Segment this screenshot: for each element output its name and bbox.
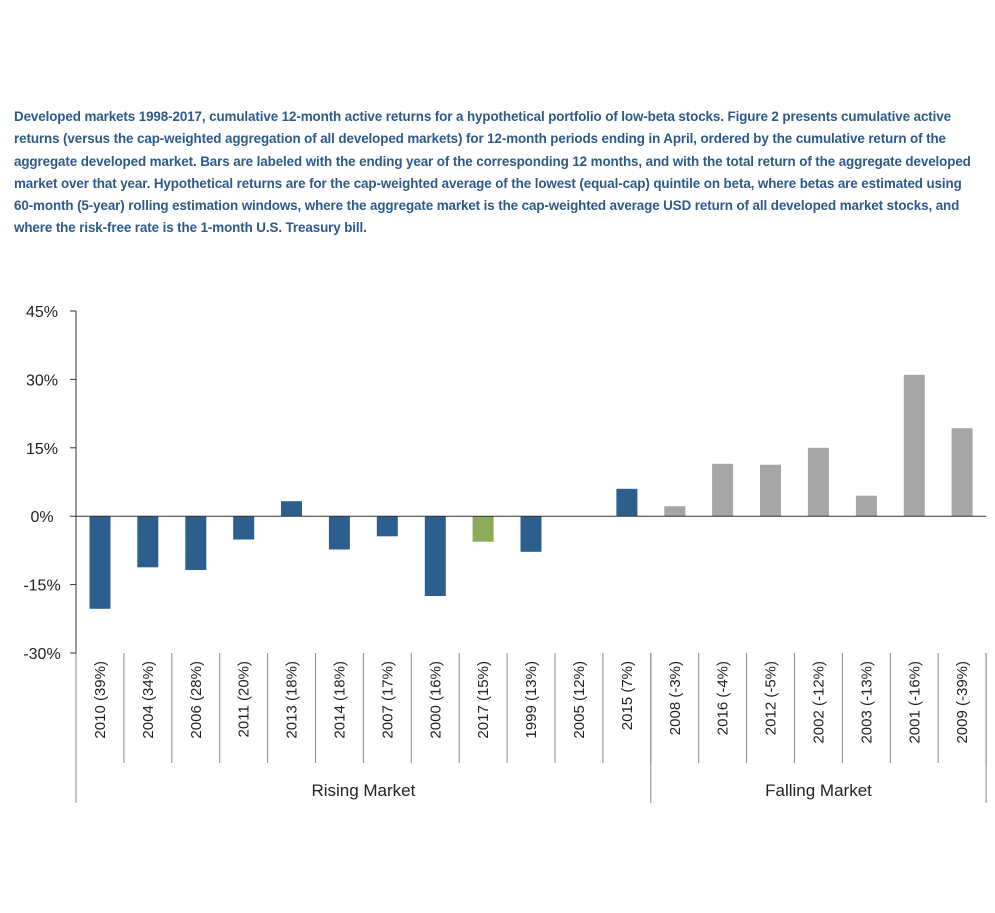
bar	[89, 516, 111, 609]
y-tick-label: -15%	[23, 578, 60, 595]
bar	[903, 374, 925, 517]
x-tick-label: 1999 (13%)	[523, 661, 540, 739]
x-tick-label: 2003 (-13%)	[858, 661, 875, 744]
bar	[760, 464, 781, 517]
bar	[807, 447, 829, 517]
x-tick-label: 2014 (18%)	[331, 661, 348, 739]
x-tick-label: 2010 (39%)	[92, 661, 109, 739]
bar	[616, 488, 638, 517]
chart-caption: Developed markets 1998-2017, cumulative …	[14, 109, 971, 236]
bar	[185, 516, 207, 570]
x-tick-label: 2008 (-3%)	[667, 661, 684, 735]
x-tick-label: 2015 (7%)	[619, 661, 636, 730]
bar	[376, 516, 398, 537]
x-tick-label: 2016 (-4%)	[715, 661, 732, 735]
bar	[424, 516, 446, 596]
y-tick-label: 15%	[26, 441, 58, 458]
bar	[951, 428, 973, 517]
y-tick-label: 0%	[30, 509, 53, 526]
x-tick-label: 2013 (18%)	[284, 661, 301, 739]
x-tick-label: 2012 (-5%)	[763, 661, 780, 735]
y-axis: 45% 30% 15% 0% -15% -30%	[23, 304, 77, 663]
group-label: Falling Market	[765, 781, 872, 800]
bar	[712, 463, 734, 517]
y-tick-label: 30%	[26, 372, 58, 389]
x-tick-label: 2007 (17%)	[379, 661, 396, 739]
bar	[328, 516, 350, 550]
bar	[233, 516, 255, 540]
x-tick-label: 2006 (28%)	[188, 661, 205, 739]
x-tick-label: 2002 (-12%)	[810, 661, 827, 744]
x-tick-label: 2004 (34%)	[140, 661, 157, 739]
x-tick-label: 2011 (20%)	[236, 661, 253, 737]
y-tick-label: 45%	[26, 304, 58, 321]
bar	[472, 516, 494, 542]
bars	[89, 374, 973, 609]
x-tick-label: 2000 (16%)	[427, 661, 444, 739]
bar	[520, 516, 542, 552]
x-tick-label: 2001 (-16%)	[906, 661, 923, 744]
x-tick-label: 2017 (15%)	[475, 661, 492, 739]
bar	[281, 501, 302, 517]
x-tick-label: 2005 (12%)	[571, 661, 588, 739]
bar	[855, 495, 877, 517]
group-label: Rising Market	[311, 781, 415, 800]
x-tick-label: 2009 (-39%)	[954, 661, 971, 744]
y-tick-label: -30%	[23, 646, 60, 663]
x-axis: 2010 (39%) 2004 (34%) 2006 (28%) 2011 (20%)…	[75, 515, 987, 803]
bar	[664, 506, 686, 517]
bar	[137, 516, 159, 568]
